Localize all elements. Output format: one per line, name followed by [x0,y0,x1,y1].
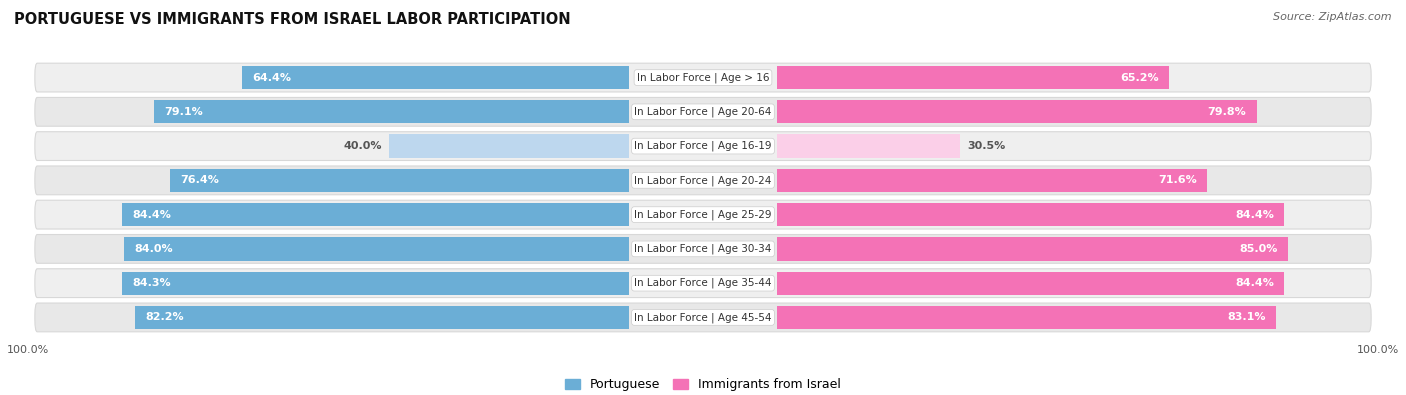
Text: 84.0%: 84.0% [135,244,173,254]
Bar [124,237,628,261]
Bar [778,169,1208,192]
Text: In Labor Force | Age 20-64: In Labor Force | Age 20-64 [634,107,772,117]
Bar [778,203,1284,226]
Text: 79.8%: 79.8% [1208,107,1247,117]
Text: 84.3%: 84.3% [132,278,172,288]
Text: 84.4%: 84.4% [132,210,170,220]
Bar [242,66,628,89]
Text: 40.0%: 40.0% [343,141,382,151]
Bar [778,237,1288,261]
Bar [778,66,1168,89]
Bar [153,100,628,124]
Text: In Labor Force | Age 16-19: In Labor Force | Age 16-19 [634,141,772,151]
Bar [122,271,628,295]
Bar [122,203,628,226]
FancyBboxPatch shape [35,200,1371,229]
Bar [135,306,628,329]
Text: In Labor Force | Age 45-54: In Labor Force | Age 45-54 [634,312,772,323]
FancyBboxPatch shape [35,98,1371,126]
Text: 65.2%: 65.2% [1121,73,1159,83]
Text: Source: ZipAtlas.com: Source: ZipAtlas.com [1274,12,1392,22]
Text: In Labor Force | Age 30-34: In Labor Force | Age 30-34 [634,244,772,254]
Text: 71.6%: 71.6% [1159,175,1197,185]
Text: 76.4%: 76.4% [180,175,219,185]
Text: 84.4%: 84.4% [1236,210,1274,220]
Text: PORTUGUESE VS IMMIGRANTS FROM ISRAEL LABOR PARTICIPATION: PORTUGUESE VS IMMIGRANTS FROM ISRAEL LAB… [14,12,571,27]
FancyBboxPatch shape [35,63,1371,92]
FancyBboxPatch shape [35,132,1371,160]
Text: In Labor Force | Age 35-44: In Labor Force | Age 35-44 [634,278,772,288]
Bar [170,169,628,192]
Bar [778,306,1277,329]
Text: 83.1%: 83.1% [1227,312,1267,322]
Text: In Labor Force | Age 25-29: In Labor Force | Age 25-29 [634,209,772,220]
Text: 79.1%: 79.1% [163,107,202,117]
FancyBboxPatch shape [35,303,1371,332]
Bar [778,100,1257,124]
Text: 85.0%: 85.0% [1239,244,1278,254]
Bar [778,134,960,158]
FancyBboxPatch shape [35,269,1371,297]
Text: 64.4%: 64.4% [252,73,291,83]
Text: 84.4%: 84.4% [1236,278,1274,288]
Text: In Labor Force | Age > 16: In Labor Force | Age > 16 [637,72,769,83]
FancyBboxPatch shape [35,166,1371,195]
Text: 30.5%: 30.5% [967,141,1005,151]
Bar [778,271,1284,295]
FancyBboxPatch shape [35,235,1371,263]
Bar [388,134,628,158]
Legend: Portuguese, Immigrants from Israel: Portuguese, Immigrants from Israel [560,373,846,395]
Text: 82.2%: 82.2% [145,312,184,322]
Text: In Labor Force | Age 20-24: In Labor Force | Age 20-24 [634,175,772,186]
